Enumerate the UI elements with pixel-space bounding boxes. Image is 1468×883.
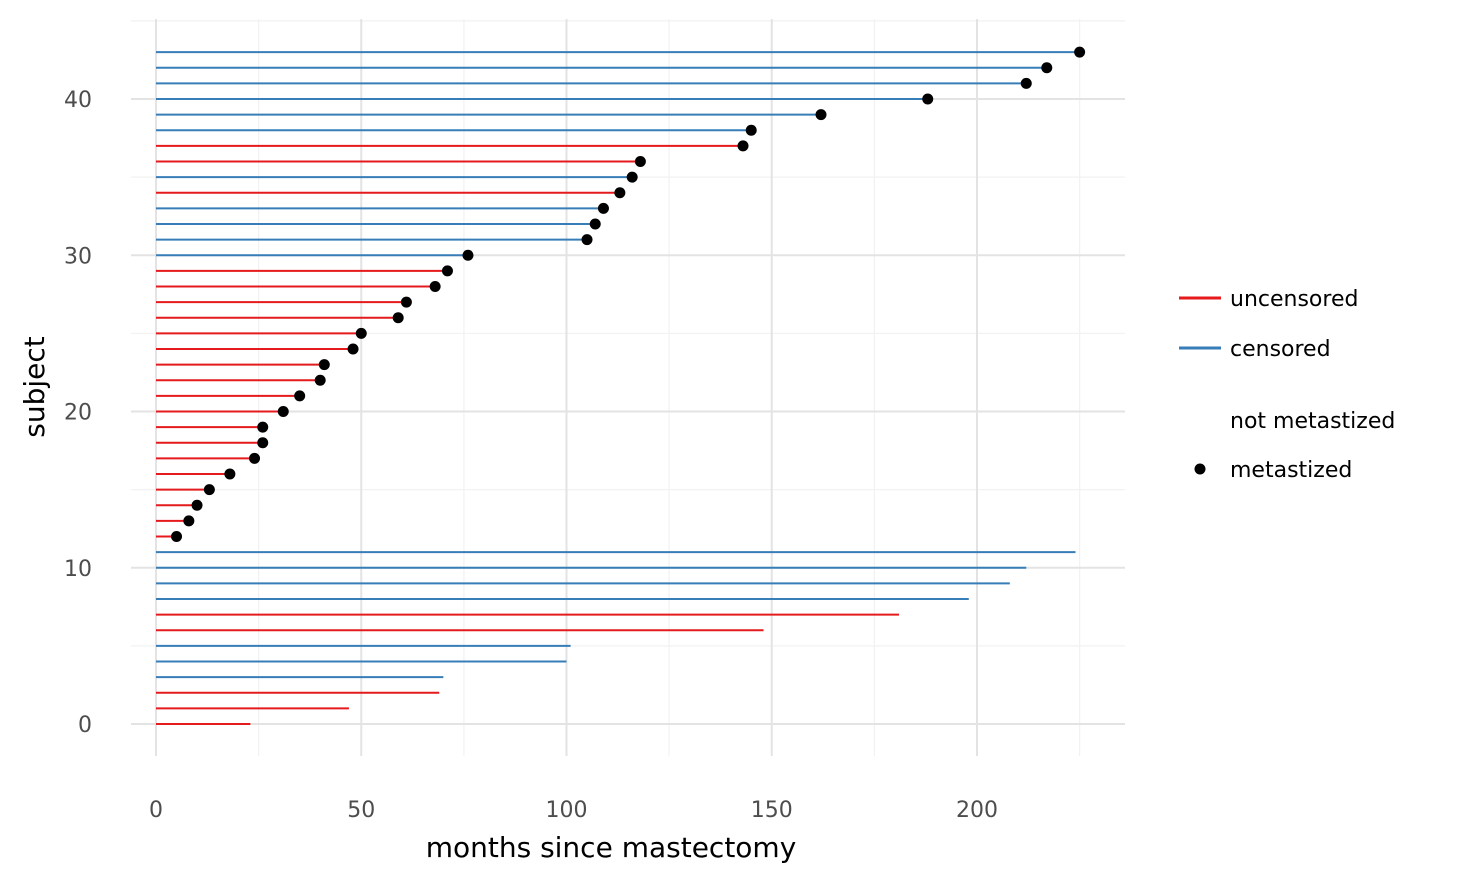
- metastasis-point-21: [294, 390, 306, 402]
- metastasis-point-24: [347, 343, 359, 355]
- metastasis-point-31: [581, 234, 593, 246]
- x-tick-label: 100: [546, 798, 588, 823]
- metastasis-point-15: [203, 484, 215, 496]
- metastasis-points: [171, 46, 1086, 542]
- metastasis-point-36: [634, 156, 646, 167]
- metastasis-point-23: [318, 359, 330, 371]
- legend-censored-label: censored: [1230, 337, 1331, 362]
- y-tick-label: 40: [64, 88, 92, 113]
- y-tick-label: 30: [64, 244, 92, 269]
- y-axis-title: subject: [18, 336, 51, 438]
- metastasis-point-40: [922, 93, 934, 105]
- metastasis-point-39: [815, 109, 827, 121]
- x-tick-label: 150: [751, 798, 793, 823]
- x-tick-label: 50: [347, 798, 375, 823]
- x-axis-title: months since mastectomy: [426, 831, 797, 864]
- metastasis-point-34: [614, 187, 626, 199]
- metastasis-point-26: [392, 312, 404, 324]
- legend-not-metastized-label: not metastized: [1230, 409, 1395, 434]
- metastasis-point-13: [183, 515, 195, 527]
- y-tick-label: 20: [64, 401, 92, 426]
- metastasis-point-32: [589, 218, 601, 230]
- legend-metastized-swatch: [1194, 463, 1206, 475]
- subject-lines: [156, 51, 1080, 725]
- metastasis-point-30: [462, 249, 474, 261]
- metastasis-point-25: [355, 327, 367, 339]
- metastasis-point-18: [257, 437, 269, 449]
- metastasis-point-28: [429, 281, 441, 292]
- metastasis-point-29: [441, 265, 453, 277]
- y-tick-label: 10: [64, 557, 92, 582]
- legend-metastized-label: metastized: [1230, 458, 1352, 483]
- legend-uncensored-label: uncensored: [1230, 287, 1358, 312]
- x-tick-label: 0: [149, 798, 163, 823]
- metastasis-point-38: [745, 124, 757, 136]
- metastasis-point-12: [171, 531, 183, 542]
- metastasis-point-42: [1041, 62, 1053, 74]
- metastasis-point-22: [314, 374, 326, 386]
- metastasis-point-17: [249, 452, 261, 464]
- metastasis-point-16: [224, 468, 236, 480]
- y-tick-label: 0: [78, 713, 92, 738]
- y-axis-ticks: 0 10 20 30 40: [64, 88, 92, 738]
- metastasis-point-41: [1020, 77, 1032, 89]
- metastasis-point-27: [400, 296, 412, 308]
- metastasis-point-14: [191, 499, 203, 511]
- legend: uncensored censored not metastized metas…: [1179, 287, 1395, 483]
- metastasis-point-37: [737, 140, 749, 152]
- metastasis-point-43: [1074, 46, 1086, 58]
- x-axis-ticks: 0 50 100 150 200: [149, 798, 998, 823]
- metastasis-point-35: [626, 171, 638, 183]
- x-tick-label: 200: [956, 798, 998, 823]
- metastasis-point-20: [277, 406, 289, 417]
- metastasis-point-19: [257, 421, 269, 433]
- metastasis-point-33: [597, 202, 609, 214]
